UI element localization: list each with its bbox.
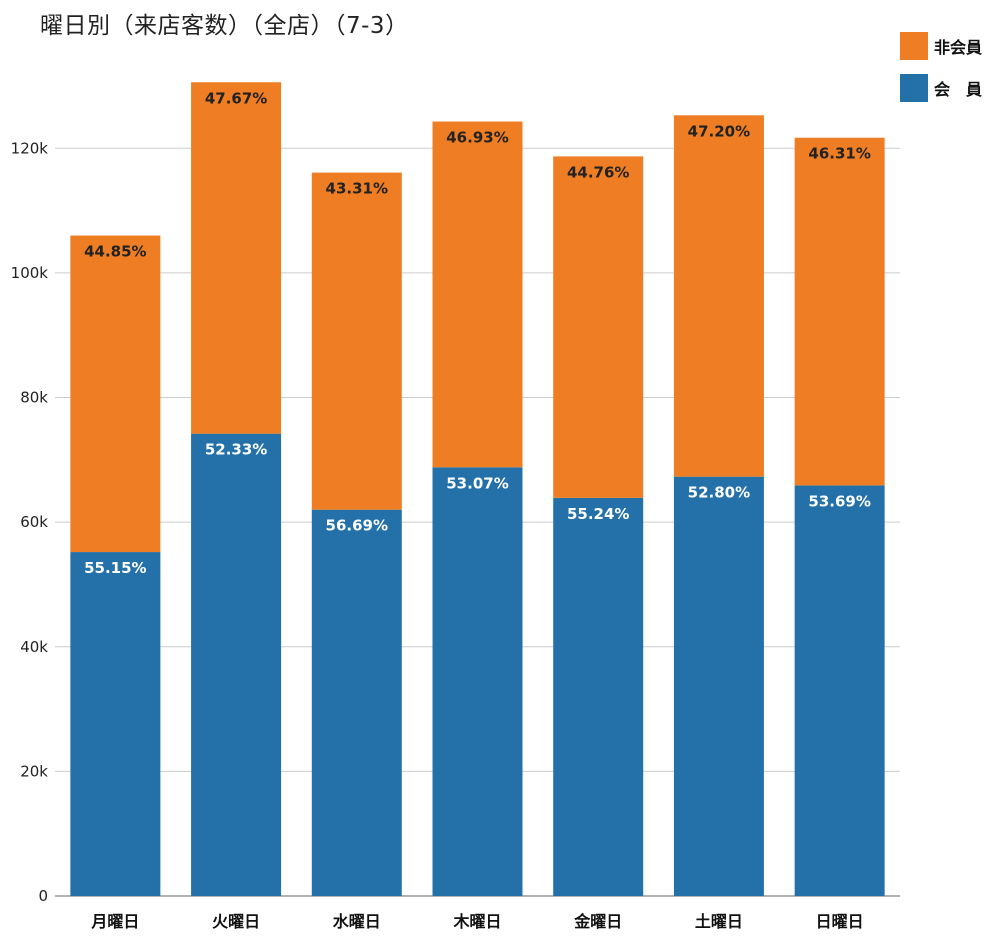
nonmember-bar-segment xyxy=(673,115,764,477)
nonmember-bar-segment xyxy=(70,235,161,553)
y-tick-label: 20k xyxy=(20,762,48,780)
member-bar-segment xyxy=(553,497,644,896)
x-category-label: 土曜日 xyxy=(695,912,743,931)
x-category-label: 金曜日 xyxy=(573,912,622,931)
member-percent-label: 52.80% xyxy=(688,484,750,502)
member-percent-label: 56.69% xyxy=(326,517,388,535)
legend-swatch-nonmember xyxy=(900,32,928,60)
legend-label-nonmember: 非会員 xyxy=(934,38,982,57)
nonmember-percent-label: 46.31% xyxy=(808,145,870,163)
x-category-label: 水曜日 xyxy=(333,912,381,931)
legend-label-member: 会 員 xyxy=(934,80,982,99)
legend-swatch-member xyxy=(900,74,928,102)
member-percent-label: 53.69% xyxy=(808,492,870,510)
member-bar-segment xyxy=(70,552,161,896)
nonmember-bar-segment xyxy=(432,121,523,468)
y-tick-label: 80k xyxy=(20,389,48,407)
nonmember-percent-label: 47.67% xyxy=(205,89,267,107)
x-category-label: 日曜日 xyxy=(816,912,864,931)
member-percent-label: 52.33% xyxy=(205,441,267,459)
member-bar-segment xyxy=(311,509,402,896)
nonmember-percent-label: 44.85% xyxy=(84,243,146,261)
nonmember-bar-segment xyxy=(794,137,885,486)
member-bar-segment xyxy=(673,476,764,896)
y-tick-label: 60k xyxy=(20,513,48,531)
nonmember-percent-label: 47.20% xyxy=(688,122,750,140)
member-percent-label: 55.15% xyxy=(84,559,146,577)
member-bar-segment xyxy=(191,433,282,896)
chart-title: 曜日別（来店客数）（全店）（7-3） xyxy=(40,13,409,39)
nonmember-percent-label: 44.76% xyxy=(567,163,629,181)
member-bar-segment xyxy=(432,467,523,896)
member-percent-label: 53.07% xyxy=(446,474,508,492)
x-category-label: 木曜日 xyxy=(452,912,501,931)
y-tick-label: 0 xyxy=(38,887,48,905)
nonmember-bar-segment xyxy=(191,82,282,434)
x-category-label: 火曜日 xyxy=(212,912,260,931)
nonmember-percent-label: 46.93% xyxy=(446,129,508,147)
nonmember-percent-label: 43.31% xyxy=(326,180,388,198)
nonmember-bar-segment xyxy=(553,156,644,498)
y-tick-label: 40k xyxy=(20,638,48,656)
member-percent-label: 55.24% xyxy=(567,505,629,523)
x-category-label: 月曜日 xyxy=(90,912,139,931)
y-tick-label: 120k xyxy=(11,139,49,157)
y-tick-label: 100k xyxy=(11,264,49,282)
member-bar-segment xyxy=(794,485,885,896)
nonmember-bar-segment xyxy=(311,172,402,510)
